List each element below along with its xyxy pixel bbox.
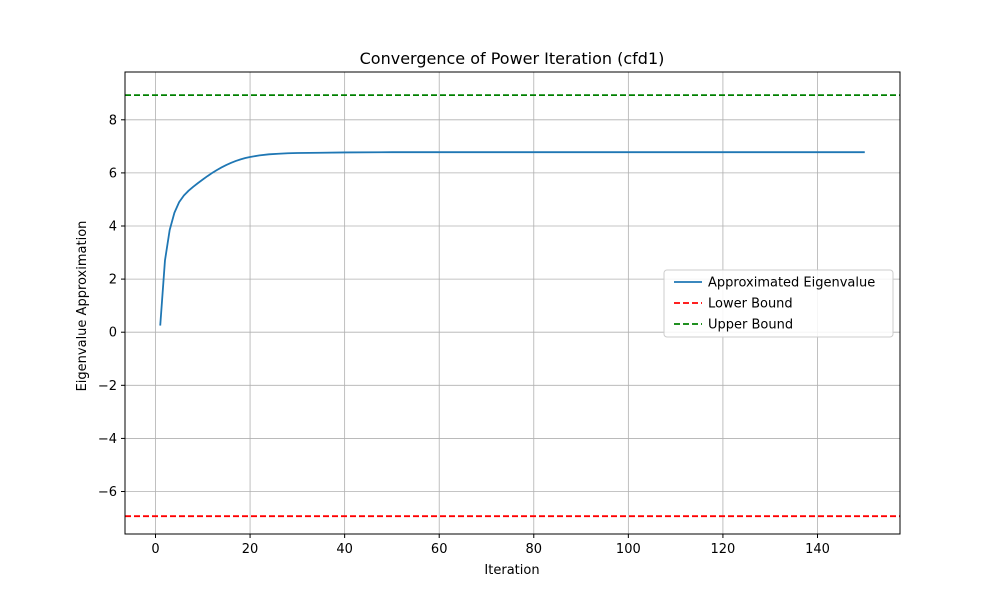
series-layer bbox=[125, 94, 900, 518]
y-tick-label: 2 bbox=[109, 273, 117, 288]
x-tick-label: 0 bbox=[151, 542, 159, 557]
legend: Approximated Eigenvalue Lower Bound Upper … bbox=[663, 269, 894, 338]
series-line-approximated-eigenvalue bbox=[159, 151, 865, 326]
x-tick-label: 80 bbox=[526, 542, 543, 557]
legend-box bbox=[663, 269, 894, 338]
y-tick-label: 0 bbox=[109, 326, 117, 341]
chart-title: Convergence of Power Iteration (cfd1) bbox=[360, 49, 665, 68]
y-tick-label: 4 bbox=[109, 220, 117, 235]
y-tick-label: 8 bbox=[109, 113, 117, 128]
y-tick-label: −6 bbox=[98, 485, 117, 500]
x-tick-label: 120 bbox=[711, 542, 736, 557]
x-tick-label: 100 bbox=[616, 542, 641, 557]
x-tick-label: 60 bbox=[431, 542, 448, 557]
x-tick-label: 40 bbox=[336, 542, 353, 557]
legend-label-lower-bound: Lower Bound bbox=[708, 297, 793, 312]
legend-label-upper-bound: Upper Bound bbox=[708, 318, 793, 333]
y-tick-label: −2 bbox=[98, 379, 117, 394]
y-tick-label: 6 bbox=[109, 166, 117, 181]
x-axis-label: Iteration bbox=[484, 563, 539, 578]
y-axis-label: Eigenvalue Approximation bbox=[75, 221, 90, 392]
grid bbox=[125, 72, 900, 534]
axis-ticks: 0 20 40 60 80 100 120 140 −6 −4 −2 0 2 4 6 8 bbox=[98, 113, 830, 557]
x-tick-label: 140 bbox=[805, 542, 830, 557]
legend-label-approximated-eigenvalue: Approximated Eigenvalue bbox=[708, 276, 875, 291]
x-tick-label: 20 bbox=[242, 542, 259, 557]
y-tick-label: −4 bbox=[98, 432, 117, 447]
plot-area-frame bbox=[124, 71, 901, 535]
